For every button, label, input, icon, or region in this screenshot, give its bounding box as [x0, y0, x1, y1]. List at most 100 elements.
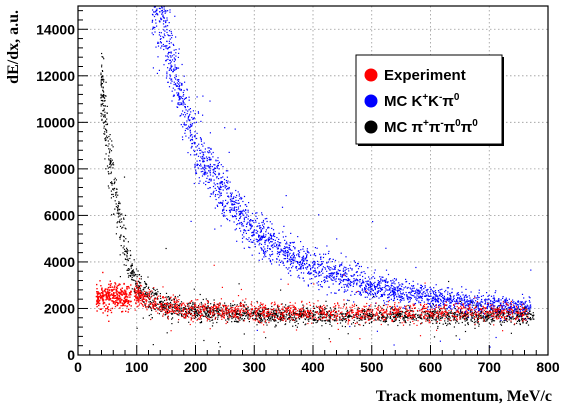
data-point: [110, 159, 112, 161]
data-point: [402, 307, 404, 309]
data-point: [170, 30, 172, 33]
data-point: [277, 321, 279, 324]
data-point: [245, 312, 247, 314]
data-point: [208, 152, 210, 154]
data-point: [318, 272, 320, 274]
data-point: [453, 307, 455, 309]
data-point: [217, 183, 219, 185]
data-point: [211, 166, 213, 168]
data-point: [122, 247, 124, 249]
data-point: [308, 316, 310, 318]
data-point: [259, 319, 261, 321]
data-point: [259, 315, 261, 318]
data-point: [341, 274, 343, 276]
data-point: [236, 202, 238, 204]
data-point: [429, 316, 431, 319]
data-point: [315, 271, 317, 273]
data-point: [519, 308, 521, 310]
data-point: [208, 315, 210, 317]
data-point: [339, 264, 341, 266]
data-point: [308, 272, 310, 275]
data-point: [285, 195, 287, 197]
data-point: [405, 281, 407, 283]
data-point: [380, 312, 382, 314]
data-point: [487, 295, 489, 297]
data-point: [156, 294, 158, 296]
data-point: [501, 308, 503, 310]
data-point: [340, 282, 342, 284]
data-point: [442, 301, 444, 303]
data-point: [499, 305, 501, 307]
data-point: [501, 305, 503, 307]
data-point: [406, 310, 408, 312]
data-point: [424, 314, 426, 316]
data-point: [324, 268, 327, 270]
data-point: [518, 315, 521, 317]
data-point: [401, 310, 403, 313]
data-point: [295, 267, 297, 269]
data-point: [213, 168, 215, 170]
data-point: [185, 311, 187, 313]
data-point: [509, 317, 511, 320]
data-point: [373, 314, 375, 316]
data-point: [479, 309, 481, 311]
data-point: [237, 208, 240, 210]
data-point: [232, 312, 234, 314]
data-point: [530, 306, 532, 308]
data-point: [335, 292, 337, 294]
data-point: [166, 45, 168, 47]
data-point: [262, 221, 264, 223]
data-point: [219, 187, 222, 189]
data-point: [320, 274, 322, 276]
data-point: [282, 262, 284, 264]
data-point: [117, 221, 119, 223]
data-point: [341, 325, 343, 327]
data-point: [399, 313, 401, 315]
data-point: [503, 300, 505, 302]
data-point: [203, 164, 206, 166]
data-point: [388, 296, 390, 298]
data-point: [243, 236, 245, 238]
data-point: [308, 312, 311, 314]
data-point: [261, 313, 263, 315]
data-point: [326, 270, 328, 272]
data-point: [285, 243, 287, 245]
data-point: [448, 280, 450, 283]
data-point: [409, 299, 411, 301]
data-point: [498, 309, 500, 312]
data-point: [470, 299, 472, 301]
data-point: [230, 199, 232, 201]
data-point: [298, 254, 300, 256]
data-point: [394, 291, 396, 294]
data-point: [353, 273, 355, 276]
data-point: [288, 248, 290, 250]
data-point: [287, 268, 289, 270]
data-point: [267, 247, 269, 249]
data-point: [202, 156, 204, 158]
data-point: [264, 243, 266, 245]
data-point: [448, 306, 450, 309]
data-point: [393, 295, 395, 297]
data-point: [382, 320, 384, 323]
data-point: [130, 272, 132, 274]
data-point: [342, 280, 345, 282]
data-point: [316, 306, 318, 308]
data-point: [262, 236, 264, 239]
data-point: [280, 251, 282, 253]
data-point: [194, 131, 196, 133]
data-point: [234, 209, 236, 211]
data-point: [402, 293, 404, 295]
data-point: [433, 313, 435, 315]
data-point: [104, 139, 106, 142]
data-point: [292, 253, 295, 255]
data-point: [391, 318, 393, 321]
data-point: [464, 301, 466, 303]
data-point: [152, 291, 154, 293]
data-point: [221, 182, 223, 184]
data-point: [211, 319, 213, 321]
data-point: [467, 305, 469, 307]
data-point: [495, 290, 497, 292]
data-point: [489, 310, 491, 312]
data-point: [180, 103, 183, 105]
data-point: [245, 238, 247, 240]
